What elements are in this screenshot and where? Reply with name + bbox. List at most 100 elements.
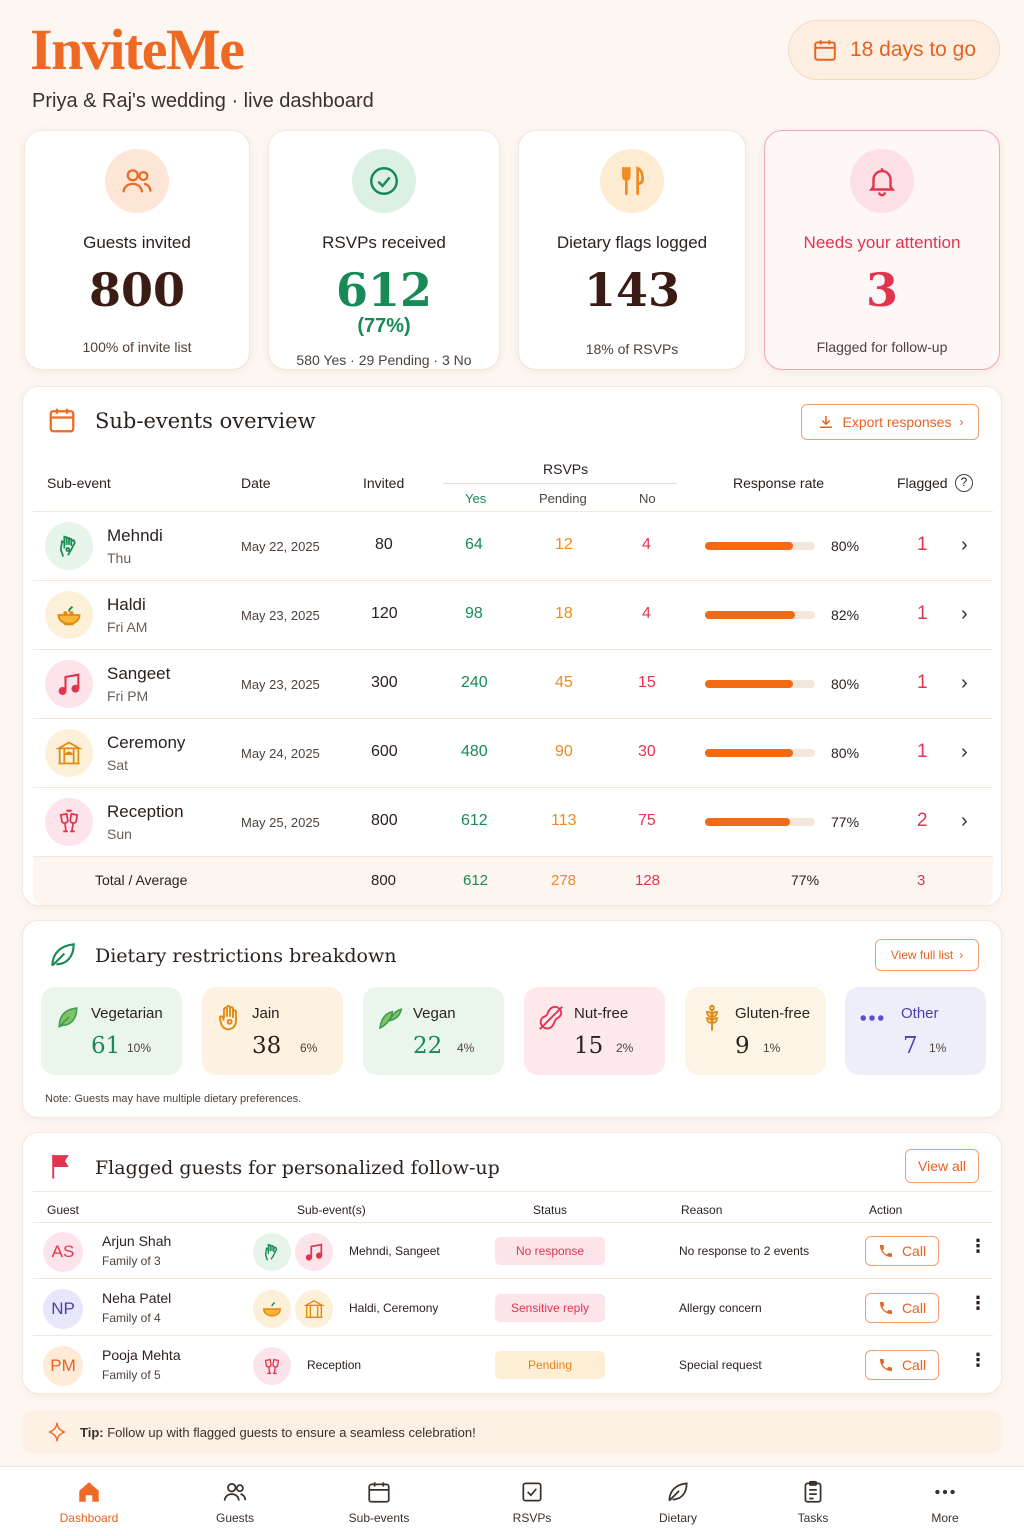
help-icon[interactable]: ? — [955, 474, 973, 492]
chevron-right-icon: › — [959, 948, 964, 962]
stat-card-rsvps-received[interactable]: RSVPs received 612 (77%) 580 Yes · 29 Pe… — [268, 130, 500, 370]
header-divider — [33, 511, 993, 512]
bell-icon — [850, 149, 914, 213]
diet-count: 38 — [252, 1033, 282, 1059]
chevron-right-icon[interactable]: › — [961, 741, 968, 763]
subevent-name: Reception — [107, 802, 184, 821]
col-no: No — [639, 491, 656, 506]
subevent-day: Thu — [107, 550, 132, 566]
pending-count: 12 — [555, 536, 573, 553]
subevent-row-sangeet[interactable]: Sangeet Fri PM May 23, 2025 300 240 45 1… — [33, 650, 993, 719]
stat-card-guests-invited[interactable]: Guests invited 800 100% of invite list — [24, 130, 250, 370]
stat-value: 143 — [583, 263, 681, 317]
countdown-text: 18 days to go — [849, 38, 977, 61]
nav-more[interactable]: More — [922, 1479, 968, 1525]
avatar: NP — [43, 1289, 83, 1329]
nav-rsvps[interactable]: RSVPs — [506, 1479, 558, 1525]
subevent-row-reception[interactable]: Reception Sun May 25, 2025 800 612 113 7… — [33, 788, 993, 857]
call-button[interactable]: Call — [865, 1350, 939, 1380]
music-note-icon — [295, 1233, 333, 1271]
phone-icon — [879, 1245, 892, 1257]
stat-percent: (77%) — [357, 315, 411, 337]
response-rate-bar — [705, 611, 815, 619]
subevent-row-haldi[interactable]: Haldi Fri AM May 23, 2025 120 98 18 4 82… — [33, 581, 993, 650]
subevent-row-mehndi[interactable]: Mehndi Thu May 22, 2025 80 64 12 4 80% 1… — [33, 512, 993, 581]
chevron-right-icon[interactable]: › — [961, 603, 968, 625]
diet-count: 22 — [413, 1033, 443, 1059]
yes-count: 64 — [465, 536, 483, 553]
col-date: Date — [241, 475, 271, 491]
more-dots-icon — [935, 1489, 955, 1495]
flagged-count[interactable]: 1 — [917, 534, 928, 555]
view-full-list-button[interactable]: View full list › — [875, 939, 979, 971]
invited-count: 800 — [371, 812, 398, 829]
diet-count: 15 — [574, 1033, 604, 1059]
col-action: Action — [869, 1203, 903, 1217]
subevent-name: Ceremony — [107, 733, 186, 752]
diet-card-vegetarian[interactable]: Vegetarian 61 10% — [41, 987, 182, 1075]
status-badge: No response — [495, 1237, 605, 1265]
hand-henna-icon — [45, 522, 93, 570]
chevron-right-icon[interactable]: › — [961, 534, 968, 556]
call-button[interactable]: Call — [865, 1236, 939, 1266]
no-count: 15 — [638, 674, 656, 691]
stat-value: 3 — [865, 263, 898, 317]
note-prefix: Note: — [45, 1093, 72, 1105]
app-logo[interactable]: InviteMe — [30, 17, 245, 82]
chevron-right-icon[interactable]: › — [961, 810, 968, 832]
diet-label: Nut-free — [574, 1005, 629, 1022]
view-all-button[interactable]: View all — [905, 1149, 979, 1183]
users-icon — [223, 1483, 247, 1501]
subevent-name: Mehndi — [107, 526, 163, 545]
nav-label: Dashboard — [59, 1511, 119, 1525]
avatar: AS — [43, 1232, 83, 1272]
flagged-row-neha-patel[interactable]: NP Neha Patel Family of 4 Haldi, Ceremon… — [33, 1280, 993, 1336]
hand-henna-icon — [253, 1233, 291, 1271]
nav-dietary[interactable]: Dietary — [650, 1479, 706, 1525]
stat-card-needs-attention[interactable]: Needs your attention 3 Flagged for follo… — [764, 130, 1000, 370]
subevent-row-ceremony[interactable]: Ceremony Sat May 24, 2025 600 480 90 30 … — [33, 719, 993, 788]
guest-subevents: Haldi, Ceremony — [349, 1301, 439, 1315]
nav-subevents[interactable]: Sub-events — [344, 1479, 414, 1525]
diet-card-jain[interactable]: Jain 38 6% — [202, 987, 343, 1075]
nav-dashboard[interactable]: Dashboard — [56, 1479, 122, 1525]
more-vertical-icon[interactable]: ⋮ — [969, 1350, 987, 1370]
flagged-count[interactable]: 1 — [917, 672, 928, 693]
diet-card-other[interactable]: Other 7 1% — [845, 987, 986, 1075]
flagged-row-arjun-shah[interactable]: AS Arjun Shah Family of 3 Mehndi, Sangee… — [33, 1223, 993, 1279]
subevent-day: Fri PM — [107, 688, 149, 704]
diet-card-vegan[interactable]: Vegan 22 4% — [363, 987, 504, 1075]
chevron-right-icon[interactable]: › — [961, 672, 968, 694]
flagged-count[interactable]: 2 — [917, 810, 928, 831]
guest-name: Arjun Shah — [102, 1233, 172, 1249]
nav-tasks[interactable]: Tasks — [788, 1479, 838, 1525]
nav-label: Guests — [215, 1511, 254, 1525]
diet-label: Jain — [252, 1005, 280, 1022]
more-vertical-icon[interactable]: ⋮ — [969, 1236, 987, 1256]
tip-banner: Tip: Follow up with flagged guests to en… — [22, 1410, 1002, 1454]
stat-card-dietary-flags[interactable]: Dietary flags logged 143 18% of RSVPs — [518, 130, 746, 370]
invited-count: 120 — [371, 605, 398, 622]
countdown-badge: 18 days to go — [788, 20, 1000, 80]
response-rate-bar — [705, 749, 815, 757]
flagged-row-pooja-mehta[interactable]: PM Pooja Mehta Family of 5 Reception Pen… — [33, 1337, 993, 1393]
diet-label: Gluten-free — [735, 1005, 811, 1022]
diet-card-nut-free[interactable]: Nut-free 15 2% — [524, 987, 665, 1075]
phone-icon — [879, 1302, 892, 1314]
flagged-count[interactable]: 1 — [917, 603, 928, 624]
export-responses-button[interactable]: Export responses › — [801, 404, 979, 440]
flagged-count[interactable]: 1 — [917, 741, 928, 762]
response-rate-fill — [705, 749, 793, 757]
diet-percent: 6% — [300, 1041, 318, 1055]
diet-percent: 4% — [457, 1041, 475, 1055]
response-rate-fill — [705, 818, 790, 826]
nav-guests[interactable]: Guests — [206, 1479, 264, 1525]
view-full-list-label: View full list — [890, 948, 954, 962]
response-rate-fill — [705, 542, 793, 550]
clipboard-icon — [804, 1480, 822, 1503]
pending-count: 45 — [555, 674, 573, 691]
diet-card-gluten-free[interactable]: Gluten-free 9 1% — [685, 987, 826, 1075]
more-vertical-icon[interactable]: ⋮ — [969, 1293, 987, 1313]
subevent-name: Sangeet — [107, 664, 171, 683]
call-button[interactable]: Call — [865, 1293, 939, 1323]
